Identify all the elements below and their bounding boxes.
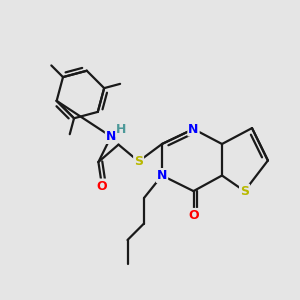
Text: S: S bbox=[240, 184, 249, 198]
Text: N: N bbox=[188, 122, 199, 136]
Text: N: N bbox=[157, 169, 167, 182]
Text: N: N bbox=[106, 130, 116, 143]
Text: O: O bbox=[97, 179, 107, 193]
Text: O: O bbox=[188, 209, 199, 222]
Text: H: H bbox=[116, 123, 127, 136]
Text: S: S bbox=[134, 155, 143, 168]
